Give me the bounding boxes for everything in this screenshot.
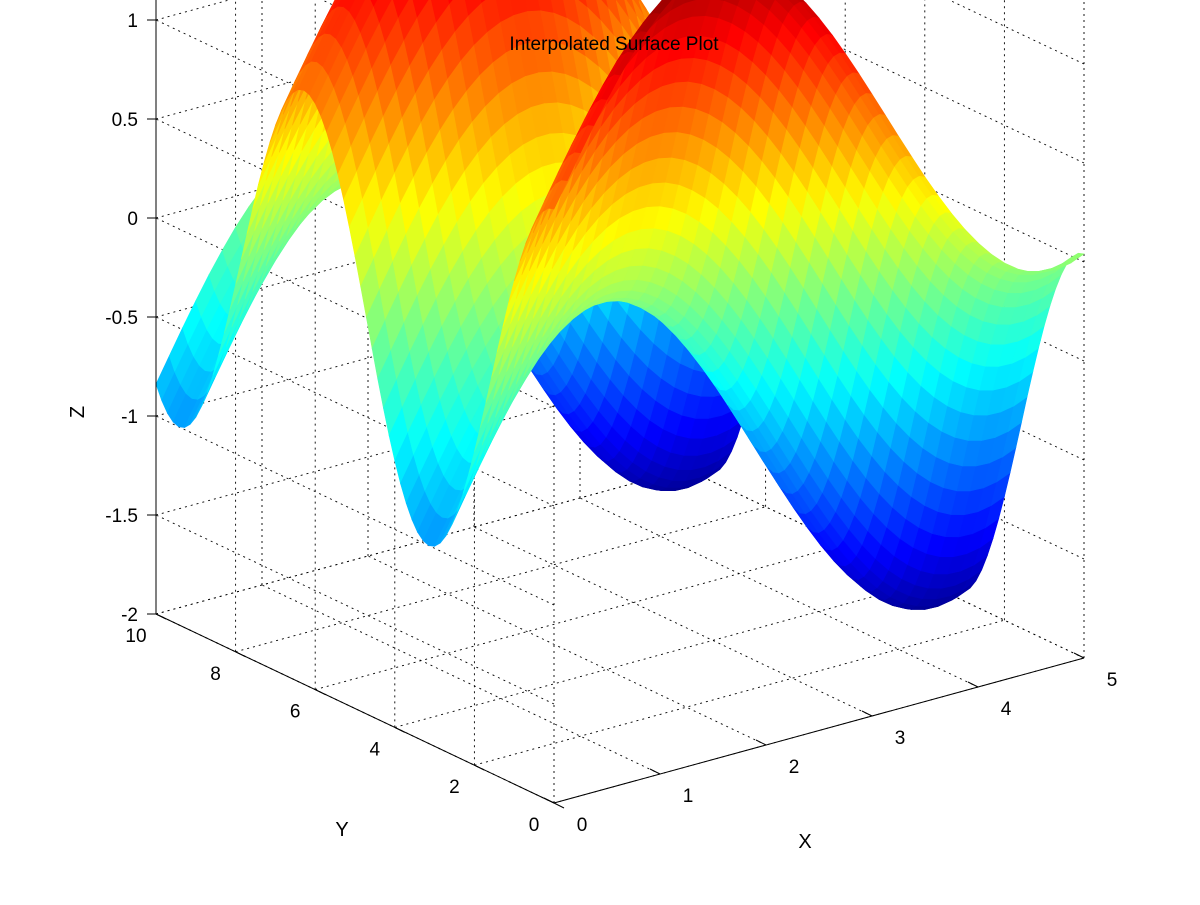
x-tick-mark (968, 682, 978, 687)
y-tick-mark (315, 690, 325, 695)
z-tick-label: 1 (127, 11, 138, 32)
y-tick-label: 0 (529, 815, 540, 836)
x-tick-mark (544, 798, 554, 803)
floor-grid-line (474, 620, 1004, 765)
surface-facet (1065, 253, 1084, 263)
z-tick-label: -2 (121, 605, 138, 626)
chart-title: Interpolated Surface Plot (509, 34, 719, 55)
x-tick-mark (756, 740, 766, 745)
z-tick-label: -1 (121, 407, 138, 428)
x-tick-label: 1 (683, 786, 694, 807)
floor-grid-line (368, 556, 766, 745)
x-tick-label: 4 (1001, 699, 1012, 720)
y-axis-line (156, 614, 554, 803)
floor-grid-line (236, 507, 766, 652)
y-tick-mark (554, 803, 564, 808)
x-tick-label: 3 (895, 728, 906, 749)
z-tick-label: 0.5 (112, 110, 138, 131)
z-axis-label: Z (67, 406, 89, 418)
y-tick-mark (156, 614, 166, 619)
x-axis-label: X (798, 831, 811, 853)
y-tick-label: 2 (449, 777, 460, 798)
floor-grid-line (315, 545, 845, 690)
floor-grid-line (395, 582, 925, 727)
y-tick-mark (236, 652, 246, 657)
x-tick-mark (650, 769, 660, 774)
floor-grid-line (262, 585, 660, 774)
left-wall-grid-line (156, 416, 554, 605)
x-axis-line (554, 658, 1084, 803)
y-axis-label: Y (335, 819, 348, 841)
y-tick-label: 4 (370, 739, 381, 760)
y-tick-label: 8 (210, 664, 221, 685)
x-tick-mark (1074, 653, 1084, 658)
z-tick-label: -0.5 (105, 308, 138, 329)
y-tick-mark (474, 765, 484, 770)
y-tick-mark (395, 727, 405, 732)
x-tick-label: 0 (577, 815, 588, 836)
x-tick-label: 2 (789, 757, 800, 778)
z-tick-label: -1.5 (105, 506, 138, 527)
y-tick-label: 10 (125, 626, 146, 647)
x-tick-mark (862, 711, 872, 716)
x-tick-label: 5 (1107, 670, 1118, 691)
floor-grid-line (474, 527, 872, 716)
z-tick-label: 0 (127, 209, 138, 230)
y-tick-label: 6 (290, 702, 301, 723)
surface (156, 0, 1084, 609)
